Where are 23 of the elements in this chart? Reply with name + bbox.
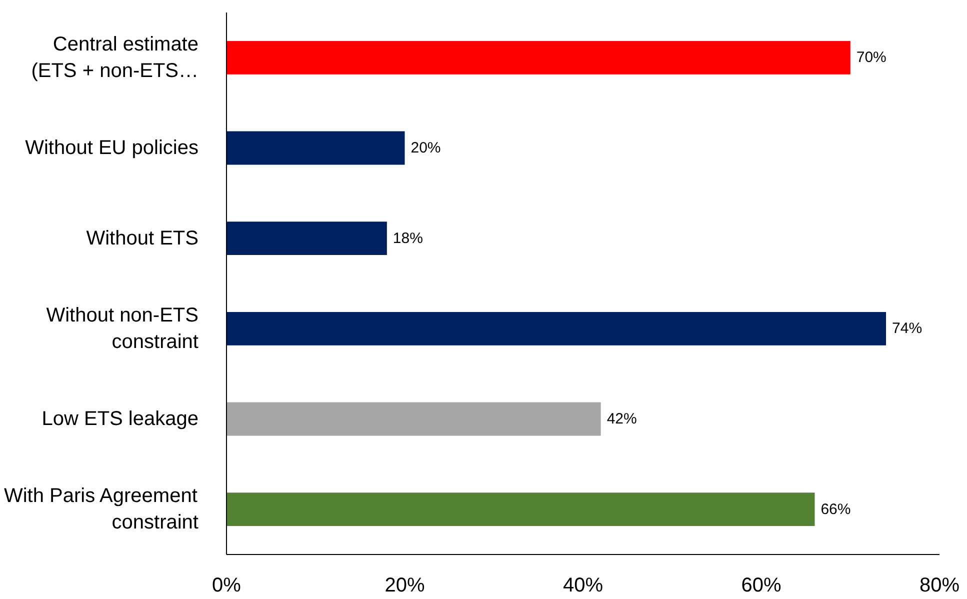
bar xyxy=(226,402,601,436)
data-label: 20% xyxy=(410,140,441,156)
bar xyxy=(226,131,405,165)
x-tick-label: 60% xyxy=(741,574,782,596)
data-label: 18% xyxy=(392,230,423,247)
x-tick-label: 80% xyxy=(919,574,960,596)
bar xyxy=(226,222,387,256)
y-tick-label: Central estimate (ETS + non-ETS… xyxy=(31,33,199,82)
y-tick-label: Without ETS xyxy=(86,227,199,250)
bar xyxy=(226,312,886,346)
bar xyxy=(226,40,850,74)
data-label: 74% xyxy=(892,320,922,338)
data-label: 42% xyxy=(606,410,637,428)
bar xyxy=(226,492,815,526)
x-tick-label: 0% xyxy=(212,574,242,596)
data-label: 66% xyxy=(820,500,851,518)
x-tick-label: 40% xyxy=(562,574,604,596)
y-tick-label: Without non-ETS constraint xyxy=(46,304,199,353)
y-tick-label: With Paris Agreement constraint xyxy=(4,485,199,534)
data-label: 70% xyxy=(856,49,886,66)
y-tick-label: Without EU policies xyxy=(25,137,199,159)
y-tick-label: Low ETS leakage xyxy=(42,408,199,430)
x-tick-label: 20% xyxy=(384,574,425,596)
